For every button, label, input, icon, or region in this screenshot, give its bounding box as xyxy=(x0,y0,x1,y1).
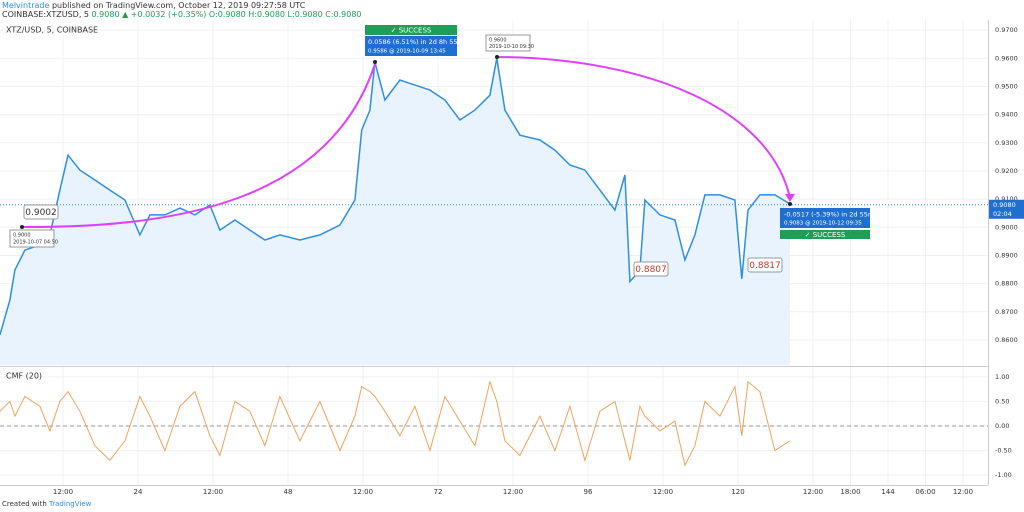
gain-box xyxy=(365,36,457,56)
y-tick-label: 0.8800 xyxy=(995,280,1018,288)
last-price-box xyxy=(989,199,1024,219)
end-dot xyxy=(788,202,792,206)
loss-at: 0.9083 @ 2019-10-12 09:35 xyxy=(784,221,862,227)
header-line-1: Melvintrade published on TradingView.com… xyxy=(2,1,306,10)
y-tick-label: 0.8600 xyxy=(995,336,1018,344)
footer-created: Created with xyxy=(2,500,47,508)
x-tick-label: 72 xyxy=(434,488,443,496)
loss-box xyxy=(780,208,870,228)
x-tick-label: 96 xyxy=(584,488,593,496)
gain-at: 0.9586 @ 2019-10-09 13:45 xyxy=(368,49,446,55)
x-tick-label: 120 xyxy=(731,488,744,496)
y-tick-label: 0.9500 xyxy=(995,82,1018,90)
symbol: COINBASE:XTZUSD, 5 xyxy=(2,10,89,19)
y-tick-label: 0.9000 xyxy=(995,223,1018,231)
x-tick-label: 12:00 xyxy=(53,488,73,496)
start-label-box xyxy=(23,204,59,220)
x-tick-label: 12:00 xyxy=(653,488,673,496)
y-tick-label: 0.8900 xyxy=(995,251,1018,259)
y-tick-label: 0.50 xyxy=(995,397,1009,405)
price-area xyxy=(0,58,790,365)
y-tick-label: 0.9200 xyxy=(995,167,1018,175)
success2-box xyxy=(780,230,870,239)
low2: 0.8817 xyxy=(749,261,781,271)
success2: ✓ SUCCESS xyxy=(805,231,846,239)
y-tick-label: 0.8700 xyxy=(995,308,1018,316)
loss: -0.0517 (-5.39%) in 2d 55m xyxy=(784,211,874,219)
countdown: 02:04 xyxy=(993,210,1012,218)
gain-dot xyxy=(373,60,377,64)
low2-box xyxy=(747,257,783,273)
start-dot xyxy=(20,225,24,229)
published: published on TradingView.com, October 12… xyxy=(52,1,306,10)
start-time: 2019-10-07 04:50 xyxy=(13,240,58,246)
price-legend: XTZ/USD, 5, COINBASE xyxy=(6,26,98,35)
success1: ✓ SUCCESS xyxy=(391,27,432,35)
y-tick-label: 0.00 xyxy=(995,422,1009,430)
x-tick-label: 12:00 xyxy=(353,488,373,496)
x-tick-label: 12:00 xyxy=(503,488,523,496)
start-label: 0.9002 xyxy=(25,208,57,218)
y-tick-label: -1.00 xyxy=(995,471,1012,479)
peak-dot xyxy=(495,55,499,59)
footer: Created with TradingView xyxy=(2,500,92,508)
gain-arc xyxy=(21,63,376,229)
y-tick-label: 0.9600 xyxy=(995,54,1018,62)
x-tick-label: 06:00 xyxy=(915,488,935,496)
series-line xyxy=(0,380,791,467)
success1-box xyxy=(365,25,457,35)
x-tick-label: 24 xyxy=(134,488,143,496)
y-tick-label: 0.9400 xyxy=(995,111,1018,119)
peak-point: 0.9600 xyxy=(489,38,507,44)
y-tick-label: 0.9700 xyxy=(995,26,1018,34)
low1-box xyxy=(633,261,669,277)
last-price-label: 0.9080 xyxy=(993,201,1016,209)
x-tick-label: 48 xyxy=(284,488,293,496)
start-point: 0.9000 xyxy=(13,233,31,239)
x-tick-label: 12:00 xyxy=(953,488,973,496)
y-tick-label: 1.00 xyxy=(995,373,1009,381)
header-line-2: COINBASE:XTZUSD, 5 0.9080 ▲ +0.0032 (+0.… xyxy=(2,10,362,19)
gain: 0.0586 (6.51%) in 2d 8h 55m xyxy=(368,38,464,46)
x-tick-label: 12:00 xyxy=(803,488,823,496)
peak-box xyxy=(485,34,531,52)
start-box xyxy=(9,229,55,248)
series-line xyxy=(0,58,791,336)
x-tick-label: 12:00 xyxy=(203,488,223,496)
x-tick-label: 144 xyxy=(881,488,895,496)
footer-brand: TradingView xyxy=(48,500,92,508)
loss-arc xyxy=(496,56,791,199)
y-tick-label: 0.9100 xyxy=(995,195,1018,203)
y-tick-label: 0.9300 xyxy=(995,139,1018,147)
peak-time: 2019-10-10 09:30 xyxy=(489,44,534,50)
arrow-head xyxy=(785,194,795,202)
x-tick-label: 18:00 xyxy=(840,488,860,496)
publisher: Melvintrade xyxy=(2,1,49,10)
quote: 0.9080 ▲ +0.0032 (+0.35%) O:0.9080 H:0.9… xyxy=(92,10,362,19)
low1: 0.8807 xyxy=(635,265,667,275)
y-tick-label: -0.50 xyxy=(995,447,1012,455)
cmf-title: CMF (20) xyxy=(6,372,42,381)
